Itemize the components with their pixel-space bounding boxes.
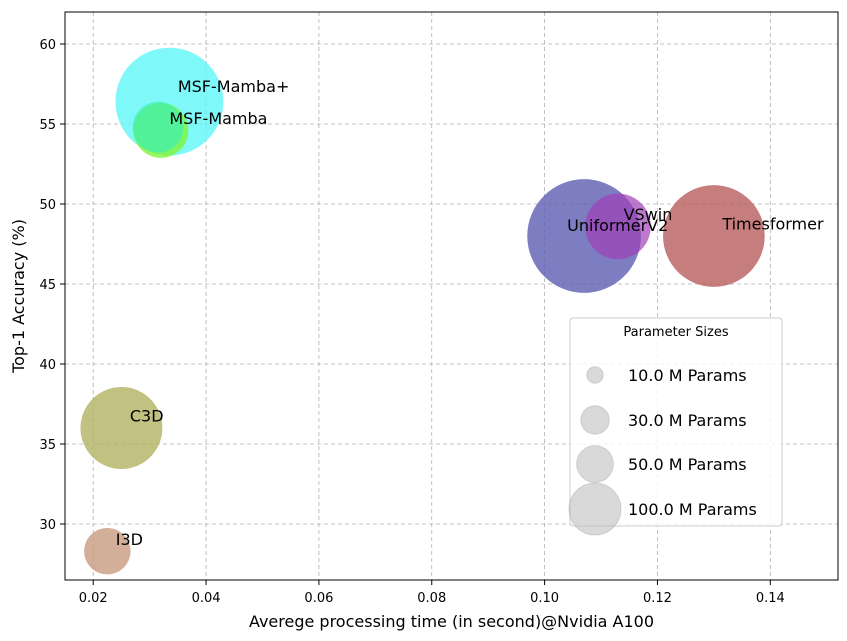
bubble-label-uniformerv2: UniformerV2 bbox=[567, 216, 668, 235]
bubble-label-i3d: I3D bbox=[116, 530, 143, 549]
bubble-label-timesformer: Timesformer bbox=[721, 215, 824, 234]
legend-label: 30.0 M Params bbox=[628, 411, 747, 430]
x-axis-ticks: 0.02 0.04 0.06 0.08 0.10 0.12 0.14 bbox=[79, 580, 785, 606]
x-tick-label: 0.12 bbox=[643, 591, 672, 606]
x-tick-label: 0.02 bbox=[79, 591, 108, 606]
legend-title: Parameter Sizes bbox=[623, 325, 728, 340]
legend-marker bbox=[568, 482, 622, 536]
bubble-vswin bbox=[585, 193, 651, 260]
x-tick-label: 0.10 bbox=[530, 591, 559, 606]
legend-marker bbox=[580, 405, 610, 435]
x-tick-label: 0.04 bbox=[192, 591, 221, 606]
bubble-label-msf-mamba-: MSF-Mamba+ bbox=[178, 77, 290, 96]
y-axis-ticks: 30 35 40 45 50 55 60 bbox=[39, 38, 65, 533]
x-tick-label: 0.08 bbox=[417, 591, 446, 606]
y-tick-label: 30 bbox=[39, 518, 56, 533]
bubble-i3d bbox=[84, 528, 131, 575]
y-tick-label: 50 bbox=[39, 198, 56, 213]
plot-frame bbox=[64, 11, 839, 581]
y-tick-label: 40 bbox=[39, 358, 56, 373]
bubble-msf-mamba bbox=[132, 101, 184, 153]
bubble-label-vswin: VSwin bbox=[624, 205, 673, 224]
y-tick-label: 45 bbox=[39, 278, 56, 293]
bubble-c3d bbox=[80, 387, 163, 469]
bubble-timesformer bbox=[663, 185, 765, 287]
legend-label: 10.0 M Params bbox=[628, 366, 747, 385]
y-tick-label: 60 bbox=[39, 38, 56, 53]
legend-label: 50.0 M Params bbox=[628, 455, 747, 474]
x-tick-label: 0.14 bbox=[756, 591, 785, 606]
bubbles bbox=[80, 47, 765, 575]
legend-label: 100.0 M Params bbox=[628, 500, 757, 519]
legend-box bbox=[569, 317, 783, 527]
y-axis-title: Top-1 Accuracy (%) bbox=[9, 219, 28, 374]
x-tick-label: 0.06 bbox=[304, 591, 333, 606]
bubble-label-c3d: C3D bbox=[130, 407, 164, 426]
legend: Parameter Sizes 10.0 M Params 30.0 M Para… bbox=[568, 317, 783, 536]
x-axis-title: Averege processing time (in second)@Nvid… bbox=[249, 612, 654, 631]
y-tick-label: 55 bbox=[39, 118, 56, 133]
legend-entries: 10.0 M Params 30.0 M Params 50.0 M Params 1… bbox=[568, 366, 757, 536]
y-tick-label: 35 bbox=[39, 438, 56, 453]
bubble-label-msf-mamba: MSF-Mamba bbox=[169, 109, 267, 128]
legend-marker bbox=[586, 366, 604, 384]
legend-marker bbox=[576, 445, 614, 483]
